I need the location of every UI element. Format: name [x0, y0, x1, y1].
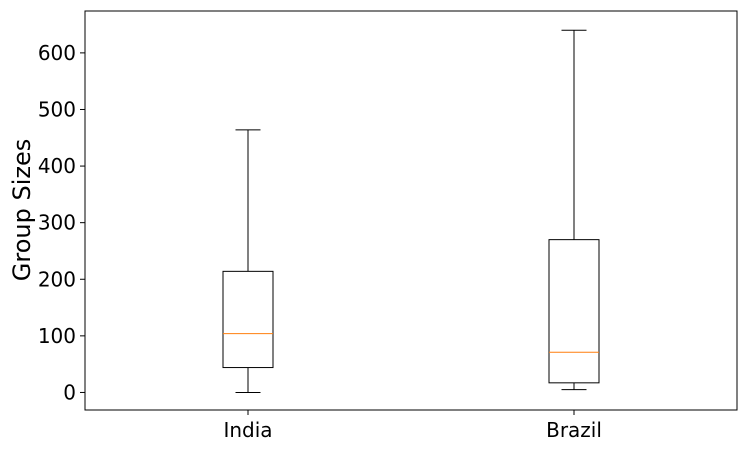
- iqr-box: [548, 239, 600, 384]
- y-axis-label: Group Sizes: [8, 139, 36, 281]
- y-tick-label: 400: [38, 154, 76, 178]
- y-tick-label: 200: [38, 267, 76, 291]
- iqr-box: [222, 270, 274, 369]
- plot-area-frame: [84, 10, 738, 411]
- y-tick-label: 300: [38, 211, 76, 235]
- x-tick-label: India: [223, 418, 272, 442]
- y-tick-label: 500: [38, 97, 76, 121]
- y-tick-label: 100: [38, 324, 76, 348]
- y-tick-label: 0: [63, 380, 76, 404]
- box-india: [222, 129, 274, 393]
- box-brazil: [548, 29, 600, 391]
- y-tick-label: 600: [38, 41, 76, 65]
- x-tick-label: Brazil: [546, 418, 602, 442]
